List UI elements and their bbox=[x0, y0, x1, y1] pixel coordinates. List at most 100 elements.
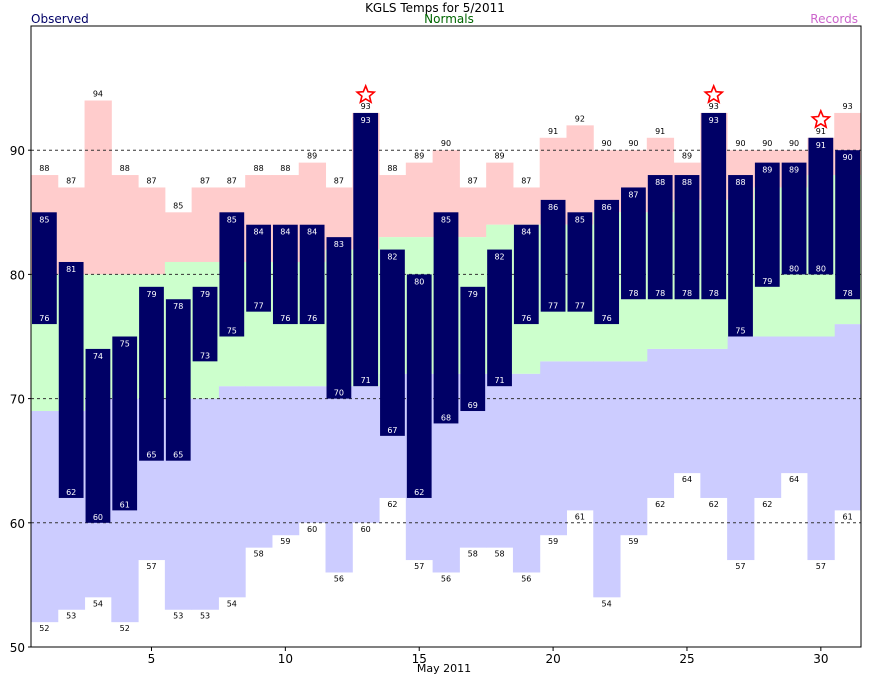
observed-low-label: 78 bbox=[655, 289, 665, 298]
observed-high-label: 75 bbox=[120, 340, 130, 349]
record-low-label: 60 bbox=[307, 525, 317, 534]
record-high-label: 87 bbox=[521, 176, 531, 185]
record-low-label: 61 bbox=[843, 512, 853, 521]
record-low-fill bbox=[807, 336, 835, 561]
observed-low-label: 78 bbox=[628, 289, 638, 298]
observed-low-label: 77 bbox=[253, 302, 263, 311]
record-low-label: 57 bbox=[735, 562, 745, 571]
observed-low-label: 80 bbox=[789, 264, 799, 273]
observed-bar bbox=[192, 286, 218, 362]
observed-high-label: 88 bbox=[682, 178, 692, 187]
observed-low-label: 78 bbox=[709, 289, 719, 298]
observed-bar bbox=[567, 212, 593, 312]
observed-low-label: 76 bbox=[521, 314, 531, 323]
record-high-fill bbox=[459, 187, 487, 238]
record-low-fill bbox=[271, 386, 300, 536]
record-high-label: 93 bbox=[709, 102, 719, 111]
record-low-label: 54 bbox=[227, 599, 237, 608]
record-low-fill bbox=[191, 398, 219, 610]
observed-high-label: 89 bbox=[762, 166, 772, 175]
observed-high-label: 86 bbox=[602, 203, 612, 212]
observed-high-label: 88 bbox=[735, 178, 745, 187]
x-tick-label: 15 bbox=[412, 652, 427, 666]
record-high-label: 89 bbox=[682, 152, 692, 161]
observed-low-label: 77 bbox=[575, 302, 585, 311]
record-low-fill bbox=[325, 386, 353, 573]
observed-low-label: 65 bbox=[173, 451, 183, 460]
y-tick-label: 50 bbox=[10, 641, 25, 655]
record-low-label: 52 bbox=[39, 624, 49, 633]
plot-frame bbox=[30, 25, 862, 648]
observed-low-label: 61 bbox=[120, 500, 130, 509]
record-low-fill bbox=[780, 336, 808, 474]
observed-low-label: 77 bbox=[548, 302, 558, 311]
observed-low-label: 67 bbox=[387, 426, 397, 435]
observed-high-label: 79 bbox=[200, 290, 210, 299]
record-high-fill bbox=[111, 175, 139, 275]
observed-low-label: 70 bbox=[334, 389, 344, 398]
record-high-label: 85 bbox=[173, 201, 183, 210]
record-high-fill bbox=[405, 162, 434, 238]
observed-high-label: 85 bbox=[575, 215, 585, 224]
record-low-fill bbox=[486, 373, 514, 548]
observed-high-label: 82 bbox=[387, 253, 397, 262]
observed-low-label: 79 bbox=[762, 277, 772, 286]
record-low-label: 54 bbox=[602, 599, 612, 608]
observed-high-label: 74 bbox=[93, 352, 103, 361]
record-low-label: 56 bbox=[521, 574, 531, 583]
record-low-fill bbox=[727, 336, 755, 561]
record-low-label: 56 bbox=[441, 574, 451, 583]
observed-bar bbox=[112, 336, 138, 511]
axes: 50 60 70 80 90 5 10 15 20 25 30 bbox=[10, 144, 829, 666]
y-tick-label: 90 bbox=[10, 144, 25, 158]
observed-bar bbox=[621, 187, 646, 300]
record-low-label: 54 bbox=[93, 599, 103, 608]
record-high-fill bbox=[84, 100, 112, 275]
record-high-label: 94 bbox=[93, 90, 103, 99]
record-high-label: 88 bbox=[253, 164, 263, 173]
observed-high-label: 79 bbox=[146, 290, 156, 299]
record-low-label: 57 bbox=[414, 562, 424, 571]
record-stars bbox=[355, 83, 832, 129]
record-high-label: 87 bbox=[334, 176, 344, 185]
observed-bar bbox=[406, 274, 432, 498]
record-low-fill bbox=[646, 348, 675, 498]
observed-bar bbox=[380, 249, 405, 436]
observed-low-label: 78 bbox=[843, 289, 853, 298]
record-high-label: 91 bbox=[655, 127, 665, 136]
record-high-fill bbox=[164, 212, 193, 262]
observed-low-label: 73 bbox=[200, 351, 210, 360]
observed-bar bbox=[139, 286, 164, 461]
observed-bar bbox=[808, 137, 834, 275]
record-low-fill bbox=[753, 336, 782, 498]
observed-high-label: 79 bbox=[468, 290, 478, 299]
x-tick-label: 30 bbox=[813, 652, 828, 666]
observed-bar bbox=[647, 175, 673, 300]
observed-low-label: 62 bbox=[66, 488, 76, 497]
observed-low-label: 78 bbox=[682, 289, 692, 298]
record-low-label: 62 bbox=[387, 500, 397, 509]
observed-low-label: 80 bbox=[816, 264, 826, 273]
record-low-label: 64 bbox=[682, 475, 692, 484]
y-tick-label: 80 bbox=[10, 268, 25, 282]
observed-bar bbox=[272, 224, 298, 325]
observed-low-label: 65 bbox=[146, 451, 156, 460]
observed-high-label: 80 bbox=[414, 277, 424, 286]
record-low-fill bbox=[245, 386, 273, 548]
observed-high-label: 85 bbox=[441, 215, 451, 224]
record-low-fill bbox=[673, 348, 701, 474]
observed-bars bbox=[32, 112, 860, 523]
record-low-label: 57 bbox=[146, 562, 156, 571]
observed-bar bbox=[594, 199, 620, 325]
record-high-label: 92 bbox=[575, 114, 585, 123]
observed-high-label: 84 bbox=[307, 228, 317, 237]
observed-low-label: 69 bbox=[468, 401, 478, 410]
record-low-fill bbox=[620, 361, 648, 536]
legend-records: Records bbox=[810, 12, 858, 26]
observed-high-label: 90 bbox=[843, 153, 853, 162]
y-tick-label: 60 bbox=[10, 517, 25, 531]
record-low-fill bbox=[31, 411, 59, 623]
record-low-label: 57 bbox=[816, 562, 826, 571]
observed-bar bbox=[353, 112, 379, 387]
observed-low-label: 75 bbox=[227, 327, 237, 336]
